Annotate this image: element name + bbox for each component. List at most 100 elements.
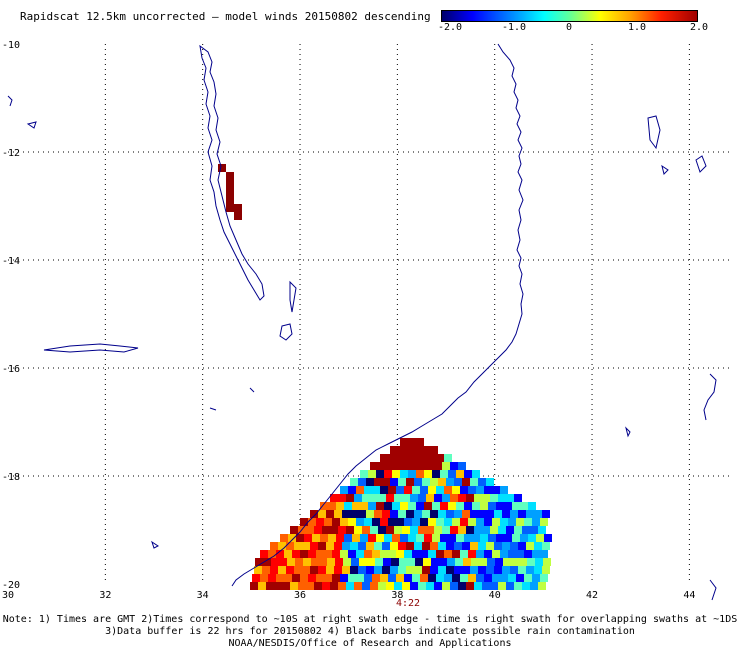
swath-cell [418, 462, 426, 470]
swath-cell [468, 550, 476, 558]
swath-cell [340, 574, 348, 582]
swath-cell [396, 550, 404, 558]
swath-cell [486, 542, 494, 550]
swath-cell [542, 510, 550, 518]
swath-cell [252, 574, 260, 582]
swath-cell [370, 526, 378, 534]
swath-cell [502, 510, 510, 518]
swath-cell [388, 486, 396, 494]
swath-cell [526, 542, 534, 550]
swath-cell [418, 582, 426, 590]
swath-cell [426, 582, 434, 590]
swath-cell [338, 582, 346, 590]
swath-cell [374, 478, 382, 486]
swath-cell [279, 558, 287, 566]
swath-cell [434, 582, 442, 590]
swath-cell [514, 526, 522, 534]
swath-cell [390, 566, 398, 574]
swath-cell [434, 462, 442, 470]
swath-cell [343, 558, 351, 566]
swath-cell [286, 542, 294, 550]
swath-cell [370, 582, 378, 590]
swath-cell [422, 478, 430, 486]
swath-cell [447, 558, 455, 566]
swath-cell [504, 534, 512, 542]
swath-cell [308, 574, 316, 582]
swath-cell [538, 526, 546, 534]
swath-cell [526, 510, 534, 518]
swath-cell [460, 518, 468, 526]
swath-cell [268, 550, 276, 558]
swath-cell [490, 582, 498, 590]
swath-cell [454, 542, 462, 550]
swath-cell [528, 534, 536, 542]
swath-cell [378, 494, 386, 502]
swath-cell [384, 502, 392, 510]
swath-cell [368, 502, 376, 510]
swath-cell [335, 558, 343, 566]
swath-cell [460, 486, 468, 494]
swath-cell [282, 582, 290, 590]
swath-cell [382, 566, 390, 574]
swath-cell [310, 510, 318, 518]
swath-cell [474, 526, 482, 534]
swath-cell [360, 470, 368, 478]
swath-cell [412, 518, 420, 526]
swath-cell [334, 510, 342, 518]
swath-cell [392, 470, 400, 478]
swath-cell [436, 454, 444, 462]
swath-cell [322, 582, 330, 590]
swath-cell [400, 470, 408, 478]
swath-cell [386, 494, 394, 502]
swath-cell [376, 534, 384, 542]
swath-cell [431, 558, 439, 566]
swath-cell [488, 534, 496, 542]
swath-cell [530, 582, 538, 590]
swath-cell [458, 582, 466, 590]
swath-cell [388, 454, 396, 462]
swath-cell [352, 502, 360, 510]
tick-lon-32: 32 [99, 590, 111, 601]
swath-cell [416, 438, 424, 446]
swath-cell [402, 526, 410, 534]
tick-lon-34: 34 [197, 590, 209, 601]
swath-cell [484, 574, 492, 582]
swath-cell [226, 204, 234, 212]
swath-cell [327, 558, 335, 566]
swath-cell [486, 566, 494, 574]
swath-cell [358, 542, 366, 550]
swath-cell [394, 494, 402, 502]
swath-cell [354, 582, 362, 590]
swath-cell [288, 534, 296, 542]
swath-cell [470, 566, 478, 574]
swath-cell [374, 566, 382, 574]
note-line-2: 3)Data buffer is 22 hrs for 20150802 4) … [105, 626, 635, 637]
swath-cell [408, 534, 416, 542]
swath-cell [318, 566, 326, 574]
wind-swath [218, 164, 552, 590]
swath-cell [524, 550, 532, 558]
swath-cell [524, 518, 532, 526]
swath-cell [354, 494, 362, 502]
swath-cell [416, 470, 424, 478]
swath-cell [368, 534, 376, 542]
swath-cell [428, 574, 436, 582]
swath-cell [482, 494, 490, 502]
swath-cell [484, 518, 492, 526]
swath-cell [366, 478, 374, 486]
swath-cell [270, 566, 278, 574]
swath-cell [410, 582, 418, 590]
swath-cell [360, 502, 368, 510]
swath-cell [290, 582, 298, 590]
swath-cell [336, 502, 344, 510]
swath-cell [436, 518, 444, 526]
island-small-2 [209, 407, 217, 411]
swath-cell [378, 462, 386, 470]
note-line-1: Note: 1) Times are GMT 2)Times correspon… [2, 614, 738, 625]
swath-cell [456, 534, 464, 542]
swath-cell [350, 542, 358, 550]
swath-cell [390, 542, 398, 550]
swath-cell [538, 582, 546, 590]
swath-cell [500, 574, 508, 582]
swath-cell [516, 550, 524, 558]
